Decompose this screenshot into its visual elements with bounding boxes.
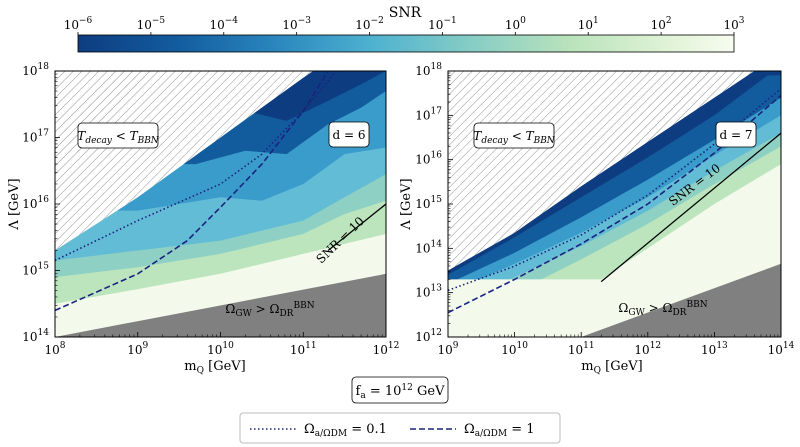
right-omega-excluded-region: [448, 263, 781, 337]
y-tick-label: 1017: [415, 106, 442, 122]
left-omega-excluded-region: [55, 273, 386, 337]
left-xlabel: mQ [GeV]: [184, 359, 245, 376]
right-tdecay-box: [473, 122, 555, 149]
colorbar-tick-label: 102: [651, 16, 672, 32]
left-omega-label: ΩGW > ΩDRBBN: [225, 301, 314, 319]
y-tick-label: 1016: [22, 195, 49, 211]
left-bbn-excluded-region: [55, 71, 314, 251]
right-bbn-excluded-region: [448, 71, 755, 271]
x-tick-label: 1014: [768, 341, 795, 357]
x-tick-label: 1013: [701, 341, 728, 357]
right-xlabel: mQ [GeV]: [581, 359, 642, 376]
colorbar-tick-label: 10−5: [137, 16, 166, 32]
x-tick-label: 1012: [373, 341, 400, 357]
y-tick-label: 1015: [415, 195, 442, 211]
right-tdecay-label: Tdecay < TBBN: [473, 129, 556, 146]
right-axes-ticks: 109 1010 1011 1012 1013 1014 1012 1013 1014 1015 1…: [415, 62, 794, 357]
fa-label-box: [351, 376, 449, 404]
left-panel: 108 109 1010 1011 1012 1014 1015 1016 1017 1018 T…: [7, 62, 399, 376]
left-omega-1-curve: [55, 71, 329, 312]
y-tick-label: 1016: [415, 151, 442, 167]
left-axes-ticks: 108 109 1010 1011 1012 1014 1015 1016 1017 1018: [22, 62, 399, 357]
left-tdecay-label: Tdecay < TBBN: [77, 129, 160, 146]
legend-dotted-label: Ωa/ΩDM = 0.1: [304, 422, 387, 439]
y-tick-label: 1015: [22, 262, 49, 278]
colorbar-tick-label: 10−2: [355, 16, 384, 32]
right-panel: 109 1010 1011 1012 1013 1014 1012 1013 1014 1015 1…: [399, 62, 795, 376]
colorbar-tick-label: 101: [578, 16, 599, 32]
x-tick-label: 108: [44, 341, 65, 357]
x-tick-label: 109: [127, 341, 148, 357]
right-snr-bands: [448, 75, 781, 337]
colorbar-tick-label: 10−4: [209, 16, 238, 32]
colorbar-tick-label: 100: [505, 16, 526, 32]
y-tick-label: 1014: [22, 328, 49, 344]
y-tick-label: 1018: [415, 62, 442, 78]
y-tick-label: 1012: [415, 328, 442, 344]
colorbar-tick-label: 10−1: [428, 16, 457, 32]
right-omega-label: ΩGW > ΩDRBBN: [618, 300, 707, 318]
legend-box: [239, 412, 561, 444]
right-ylabel: Λ [GeV]: [399, 178, 414, 230]
right-snr10-line: [600, 132, 781, 283]
colorbar: [77, 34, 735, 53]
right-d-box: [715, 121, 757, 148]
left-d-box: [328, 121, 370, 148]
right-d-label: d = 7: [720, 128, 753, 142]
y-tick-label: 1017: [22, 129, 49, 145]
x-tick-label: 1011: [568, 341, 595, 357]
left-tdecay-box: [77, 122, 159, 149]
y-tick-label: 1018: [22, 62, 49, 78]
colorbar-tick-label: 10−3: [282, 16, 311, 32]
y-tick-label: 1013: [415, 284, 442, 300]
left-snr10-line: [327, 203, 386, 252]
colorbar-title: SNR: [389, 5, 422, 21]
x-tick-label: 1010: [207, 341, 234, 357]
legend-dashed-label: Ωa/ΩDM = 1: [464, 422, 535, 439]
y-tick-label: 1014: [415, 239, 442, 255]
colorbar-tick-label: 103: [723, 16, 744, 32]
x-tick-label: 1011: [290, 341, 317, 357]
left-omega-0.1-curve: [55, 71, 338, 262]
colorbar-ticks: 10−6 10−5 10−4 10−3 10−2 10−1 100 101 102 103: [64, 16, 745, 35]
left-d-label: d = 6: [333, 128, 366, 142]
snr-band: [448, 164, 781, 337]
x-tick-label: 1012: [634, 341, 661, 357]
left-ylabel: Λ [GeV]: [7, 178, 22, 230]
fa-label: fa = 1012 GeV: [356, 383, 446, 401]
x-tick-label: 109: [437, 341, 458, 357]
x-tick-label: 1010: [501, 341, 528, 357]
colorbar-tick-label: 10−6: [64, 16, 93, 32]
